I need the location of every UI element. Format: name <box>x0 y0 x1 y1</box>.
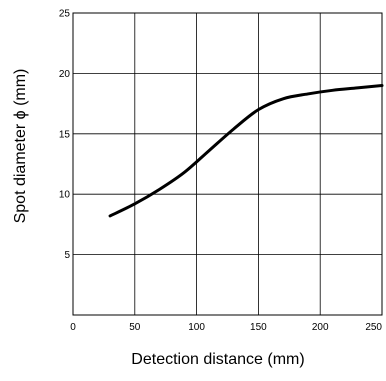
y-tick-label: 15 <box>59 129 71 140</box>
y-tick-label: 5 <box>64 250 70 261</box>
y-tick-label: 10 <box>59 190 71 201</box>
x-tick-label: 150 <box>250 322 267 333</box>
y-tick-label: 20 <box>59 69 71 80</box>
x-tick-labels: 0 50 100 150 200 250 <box>70 322 382 333</box>
x-tick-label: 100 <box>188 322 205 333</box>
series-line <box>108 83 384 218</box>
y-axis-label: Spot diameter ϕ (mm) <box>12 69 29 224</box>
x-axis-label: Detection distance (mm) <box>131 351 304 368</box>
x-tick-label: 50 <box>129 322 141 333</box>
x-tick-label: 0 <box>70 322 76 333</box>
x-tick-label: 250 <box>365 322 382 333</box>
plot-frame <box>72 12 383 316</box>
grid <box>73 13 382 315</box>
x-tick-label: 200 <box>312 322 329 333</box>
y-tick-label: 25 <box>59 9 71 20</box>
y-tick-labels: 5 10 15 20 25 <box>59 9 71 262</box>
